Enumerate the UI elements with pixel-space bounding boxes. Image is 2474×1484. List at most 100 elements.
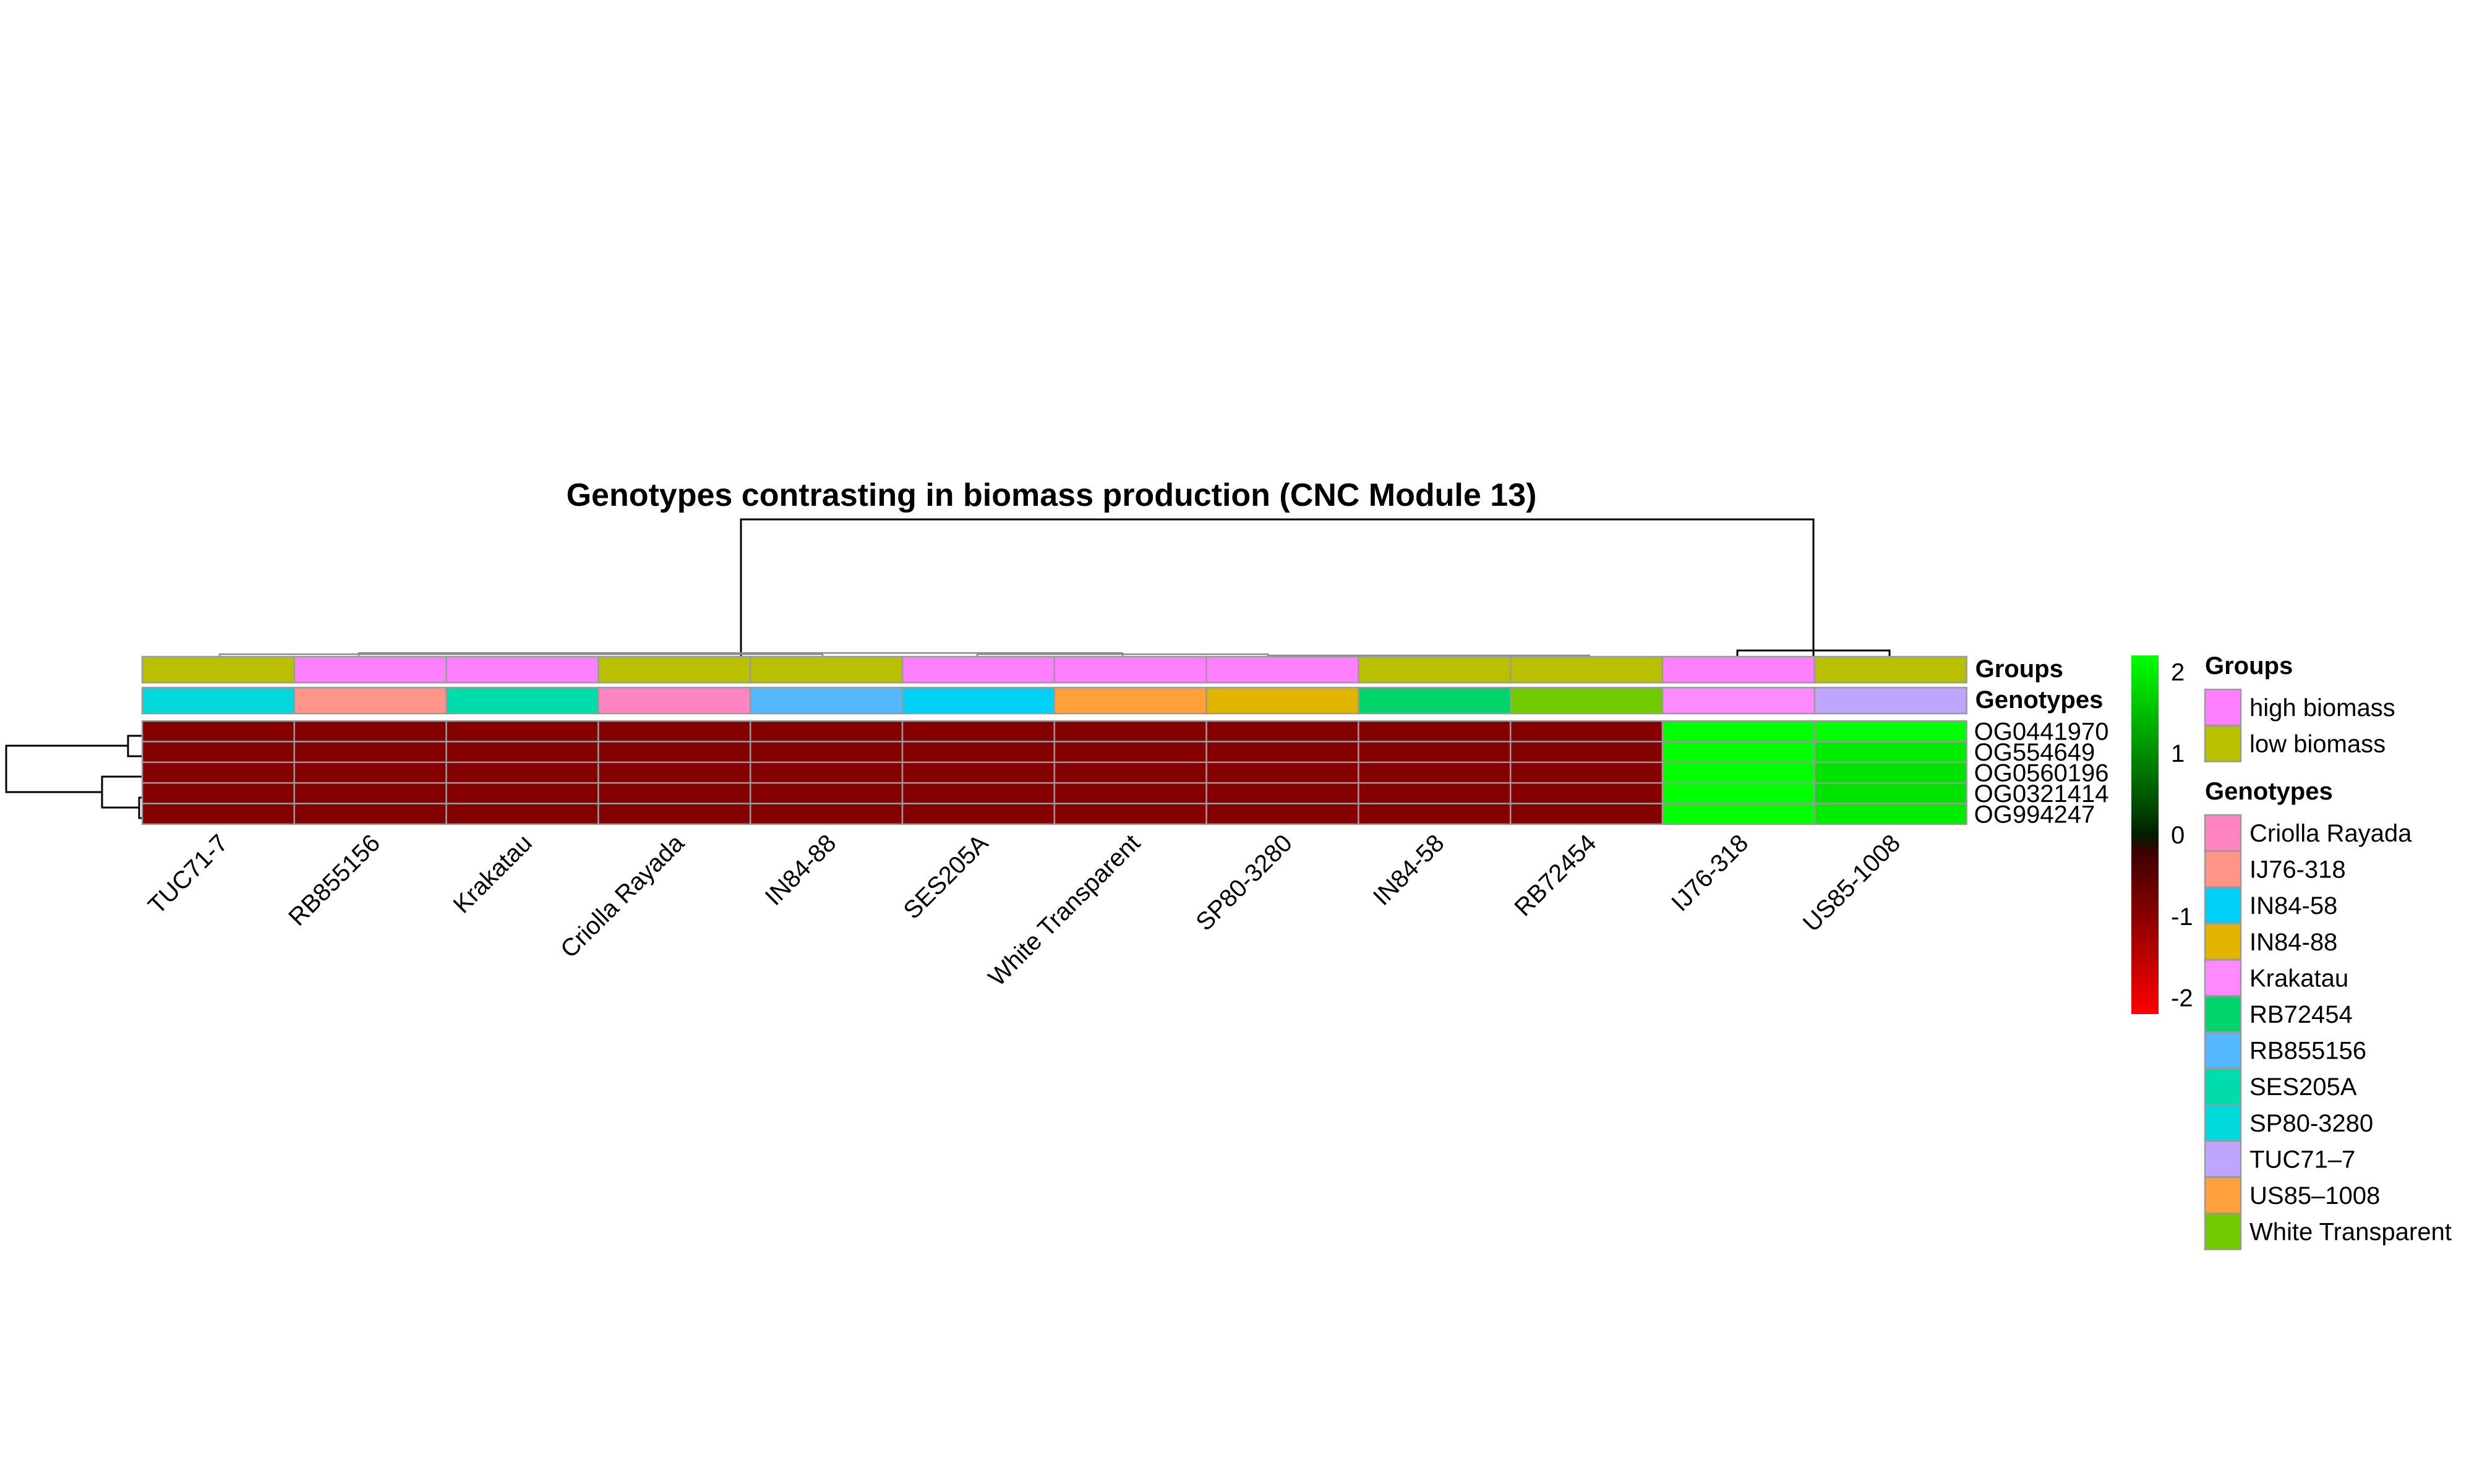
heatmap-cell [1205,720,1359,743]
column-label: IN84-58 [1368,829,1450,911]
heatmap-cell [1509,761,1664,784]
legend-item-label: high biomass [2249,694,2395,722]
row-label: OG0560196 [1974,760,2109,787]
annotation-cell [141,686,296,715]
heatmap-cell [293,782,447,804]
heatmap-cell [749,741,904,764]
legend-swatch [2204,1104,2242,1142]
row-dendrogram [5,735,142,819]
column-labels: TUC71-7 RB855156 Krakatau Criolla Rayada IN8… [143,829,1906,992]
column-label: US85-1008 [1798,829,1906,937]
annotation-cell [597,686,751,715]
heatmap-cell [445,803,599,825]
color-scale-tick: 1 [2171,740,2185,767]
heatmap-cell [597,782,751,804]
legend-item-label: RB72454 [2249,1001,2353,1028]
column-dendrogram [218,518,1891,657]
heatmap-cell [445,720,599,743]
heatmap-cell [293,741,447,764]
heatmap-cell [1813,782,1967,804]
heatmap-cell [1813,803,1967,825]
heatmap-cell [901,782,1056,804]
legend-swatch [2204,725,2242,762]
legend-swatch [2204,923,2242,961]
heatmap-cell [1205,803,1359,825]
annotation-cell [1205,655,1359,684]
annotation-cell [901,686,1056,715]
legend-item-label: TUC71–7 [2249,1146,2355,1173]
legend-item-label: US85–1008 [2249,1182,2380,1209]
heatmap-cell [1661,803,1816,825]
heatmap-cell [1358,761,1512,784]
column-label: IN84-88 [760,829,842,911]
heatmap-cell [445,782,599,804]
color-scale-tick: -1 [2171,903,2193,931]
column-label: RB855156 [283,829,385,931]
column-label: SES205A [898,829,993,924]
heatmap-cell [597,741,751,764]
column-label: Krakatau [448,829,537,918]
annotation-cell [1813,686,1967,715]
heatmap-cell [1509,782,1664,804]
heatmap-cell [1661,741,1816,764]
column-label: Criolla Rayada [555,829,690,963]
annotation-cell [1358,655,1512,684]
legend-item-label: IN84-88 [2249,929,2337,956]
heatmap-cell [749,782,904,804]
legend-swatch [2204,886,2242,924]
legend-swatch [2204,1176,2242,1214]
heatmap-cell [141,782,296,804]
row-label: OG554649 [1974,739,2095,766]
heatmap-cell [901,720,1056,743]
heatmap-cell [1053,761,1207,784]
annotation-track-label: Groups [1975,655,2063,683]
column-label: IJ76-318 [1666,829,1753,916]
annotation-cell [1813,655,1967,684]
column-label: White Transparent [983,829,1145,991]
color-scale-tick: 0 [2171,822,2185,849]
annotation-cell [749,655,904,684]
legend-item-label: White Transparent [2249,1219,2452,1246]
annotation-cell [901,655,1056,684]
annotation-cell [445,686,599,715]
heatmap-cell [293,761,447,784]
heatmap-cell [1509,803,1664,825]
annotation-cell [293,686,447,715]
heatmap-cell [901,761,1056,784]
annotation-cell [749,686,904,715]
color-scale-tick: 2 [2171,659,2185,686]
heatmap-cell [141,741,296,764]
annotation-cell [445,655,599,684]
legend-item-label: Krakatau [2249,965,2348,992]
heatmap-cell [1053,803,1207,825]
annotation-cell [1205,686,1359,715]
heatmap-cell [1205,782,1359,804]
annotation-cell [1661,655,1816,684]
legend-swatch [2204,1067,2242,1106]
legend-swatch [2204,814,2242,852]
annotation-track-label: Genotypes [1975,686,2104,714]
legend-swatch [2204,1140,2242,1178]
color-scale-tick: -2 [2171,985,2193,1012]
chart-title: Genotypes contrasting in biomass product… [567,477,1537,513]
heatmap-cell [141,720,296,743]
heatmap-cell [1661,720,1816,743]
legend-item-label: SP80-3280 [2249,1110,2373,1137]
row-label: OG994247 [1974,801,2095,828]
column-label: SP80-3280 [1191,829,1298,936]
annotation-cell [293,655,447,684]
annotation-cell [1661,686,1816,715]
heatmap-cell [293,720,447,743]
annotation-cell [1358,686,1512,715]
heatmap-cell [1813,741,1967,764]
legend-title: Groups [2205,652,2293,680]
annotation-cell [597,655,751,684]
heatmap-cell [293,803,447,825]
heatmap-cell [597,720,751,743]
heatmap-cell [1358,803,1512,825]
column-label: RB72454 [1509,829,1601,921]
heatmap-cell [141,761,296,784]
heatmap-cell [1358,741,1512,764]
heatmap-cell [749,761,904,784]
